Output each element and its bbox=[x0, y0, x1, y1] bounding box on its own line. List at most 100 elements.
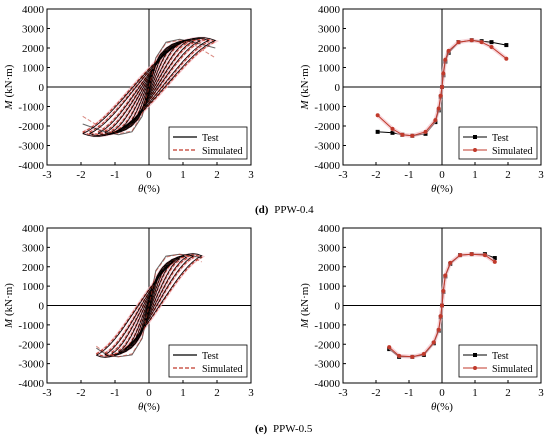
y-tick-label: -2000 bbox=[314, 339, 340, 351]
x-tick-label: 3 bbox=[248, 387, 254, 399]
data-point bbox=[446, 48, 451, 53]
y-tick-label: -4000 bbox=[18, 160, 44, 172]
data-point bbox=[443, 57, 448, 62]
y-tick-label: -1000 bbox=[18, 102, 44, 114]
x-axis-label: θ(%) bbox=[431, 183, 453, 195]
x-tick-label: -3 bbox=[338, 387, 348, 399]
y-tick-label: 3000 bbox=[318, 242, 341, 254]
y-tick-label: -2000 bbox=[314, 121, 340, 133]
x-tick-label: 3 bbox=[538, 387, 544, 399]
data-point bbox=[469, 252, 474, 257]
simulated-loop bbox=[111, 42, 188, 132]
legend-marker bbox=[473, 148, 477, 152]
data-point bbox=[375, 113, 380, 118]
data-point bbox=[423, 129, 428, 134]
data-point bbox=[400, 132, 405, 137]
y-tick-label: -4000 bbox=[314, 160, 340, 172]
x-axis-label: θ(%) bbox=[138, 401, 160, 413]
data-point bbox=[410, 133, 415, 138]
test-loop bbox=[124, 261, 174, 350]
data-point bbox=[375, 129, 380, 134]
panel-d-hysteresis: -4000 -3000 -2000 -1000 0 1000 2000 3000 4000 -3 -… bbox=[3, 4, 254, 195]
y-tick-label: 2000 bbox=[22, 262, 45, 274]
x-tick-label: 0 bbox=[439, 387, 445, 399]
legend-label-simulated: Simulated bbox=[492, 146, 533, 157]
legend: Test Simulated bbox=[458, 344, 538, 378]
y-tick-label: 4000 bbox=[22, 4, 45, 16]
legend-label-test: Test bbox=[492, 133, 509, 144]
series-simulated-envelope bbox=[96, 253, 202, 358]
y-axis-label: M (kN·m) bbox=[299, 283, 311, 329]
x-tick-label: 2 bbox=[505, 387, 511, 399]
y-tick-label: -4000 bbox=[314, 378, 340, 390]
x-tick-label: 1 bbox=[472, 387, 478, 399]
y-tick-label: 1000 bbox=[318, 63, 341, 75]
data-point bbox=[479, 40, 484, 45]
x-tick-label: 1 bbox=[472, 169, 478, 181]
y-tick-label: 4000 bbox=[318, 223, 341, 235]
caption-e: (e) PPW-0.5 bbox=[255, 423, 313, 435]
x-tick-label: -1 bbox=[110, 387, 119, 399]
y-tick-label: 3000 bbox=[22, 242, 45, 254]
data-point bbox=[504, 43, 509, 48]
y-tick-label: 4000 bbox=[22, 223, 45, 235]
test-loop bbox=[111, 255, 188, 356]
y-tick-label: 3000 bbox=[318, 24, 341, 36]
data-point bbox=[390, 126, 395, 131]
y-axis-label: M (kN·m) bbox=[3, 283, 15, 329]
panel-e-skeleton: -4000 -3000 -2000 -1000 0 1000 2000 3000 4000 -3 -… bbox=[299, 223, 544, 413]
data-point bbox=[436, 327, 441, 332]
y-tick-label: 4000 bbox=[318, 4, 341, 16]
x-tick-label: 0 bbox=[146, 387, 152, 399]
data-point bbox=[436, 106, 441, 111]
legend-box bbox=[458, 344, 538, 378]
series-simulated bbox=[375, 38, 509, 138]
x-tick-label: -3 bbox=[42, 169, 52, 181]
series-simulated bbox=[387, 252, 497, 359]
data-point bbox=[410, 354, 415, 359]
x-tick-label: -2 bbox=[371, 387, 380, 399]
x-tick-label: -2 bbox=[371, 169, 380, 181]
data-point bbox=[456, 40, 461, 45]
data-point bbox=[458, 253, 463, 258]
data-point bbox=[489, 45, 494, 50]
y-tick-label: 2000 bbox=[22, 43, 45, 55]
x-axis-label: θ(%) bbox=[138, 183, 160, 195]
x-tick-label: 2 bbox=[214, 169, 220, 181]
y-tick-label: 1000 bbox=[22, 63, 45, 75]
data-point bbox=[438, 314, 443, 319]
data-point bbox=[421, 351, 426, 356]
simulated-loop bbox=[118, 43, 181, 131]
y-tick-label: 0 bbox=[335, 82, 341, 94]
legend-label-test: Test bbox=[202, 351, 219, 362]
legend-marker bbox=[473, 135, 477, 139]
x-tick-label: -3 bbox=[338, 169, 348, 181]
data-point bbox=[482, 253, 487, 258]
data-point bbox=[433, 118, 438, 123]
legend: Test Simulated bbox=[458, 126, 538, 160]
x-tick-label: -1 bbox=[110, 169, 119, 181]
legend-box bbox=[168, 126, 248, 160]
legend-label-simulated: Simulated bbox=[492, 364, 533, 375]
x-tick-label: 2 bbox=[214, 387, 220, 399]
legend-label-simulated: Simulated bbox=[202, 146, 243, 157]
y-tick-label: 2000 bbox=[318, 43, 341, 55]
y-tick-label: -3000 bbox=[18, 359, 44, 371]
x-axis-label: θ(%) bbox=[431, 401, 453, 413]
y-tick-label: -3000 bbox=[314, 359, 340, 371]
y-tick-label: 0 bbox=[39, 301, 45, 313]
x-tick-label: 3 bbox=[538, 169, 544, 181]
caption-d: (d) PPW-0.4 bbox=[255, 204, 314, 216]
y-tick-label: -3000 bbox=[18, 141, 44, 153]
legend-marker bbox=[473, 366, 477, 370]
y-tick-label: -1000 bbox=[314, 102, 340, 114]
y-axis-label: M (kN·m) bbox=[3, 64, 15, 110]
series-test-envelope bbox=[82, 38, 216, 136]
x-tick-label: -2 bbox=[76, 169, 85, 181]
data-point bbox=[440, 303, 444, 308]
y-tick-label: 2000 bbox=[318, 262, 341, 274]
x-tick-label: 0 bbox=[146, 169, 152, 181]
x-tick-label: -1 bbox=[404, 169, 413, 181]
data-point bbox=[492, 259, 497, 264]
y-tick-label: 0 bbox=[335, 301, 341, 313]
